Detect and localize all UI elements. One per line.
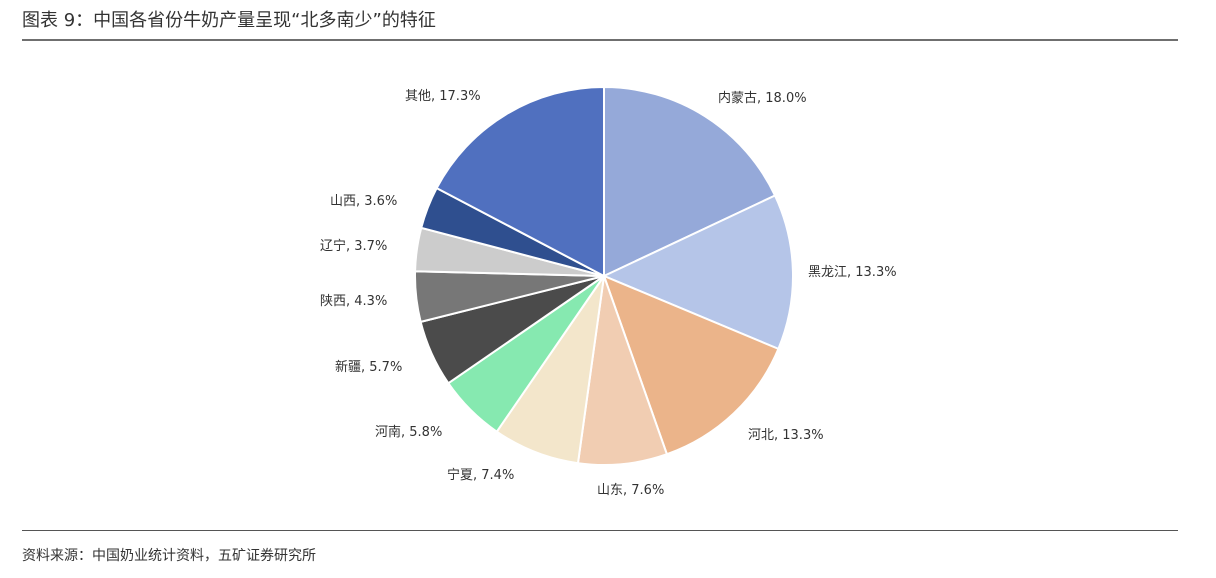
pie-label-4: 山东, 7.6% (597, 483, 664, 498)
pie-slice-11 (435, 85, 605, 278)
pie-slice-2 (601, 194, 794, 351)
pie-label-10: 山西, 3.6% (330, 194, 397, 209)
pie-label-2: 黑龙江, 13.3% (808, 265, 897, 280)
pie-label-9: 辽宁, 3.7% (320, 238, 387, 254)
pie-label-6: 河南, 5.8% (375, 424, 442, 440)
pie-slices (414, 85, 794, 466)
pie-label-5: 宁夏, 7.4% (447, 467, 514, 483)
pie-label-7: 新疆, 5.7% (335, 359, 402, 375)
page-title: 图表 9：中国各省份牛奶产量呈现“北多南少”的特征 (22, 10, 436, 31)
source-note: 资料来源：中国奶业统计资料，五矿证券研究所 (22, 548, 316, 564)
pie-label-11: 其他, 17.3% (405, 89, 481, 104)
pie-label-8: 陕西, 4.3% (320, 294, 387, 309)
bottom-divider (22, 530, 1178, 531)
top-divider (22, 39, 1178, 41)
pie-slice-3 (602, 274, 780, 456)
pie-label-1: 内蒙古, 18.0% (718, 90, 807, 106)
pie-slice-1 (603, 85, 777, 278)
pie-label-3: 河北, 13.3% (748, 428, 824, 443)
pie-labels: 内蒙古, 18.0% 黑龙江, 13.3% 河北, 13.3% 山东, 7.6% 宁夏,… (320, 89, 897, 498)
